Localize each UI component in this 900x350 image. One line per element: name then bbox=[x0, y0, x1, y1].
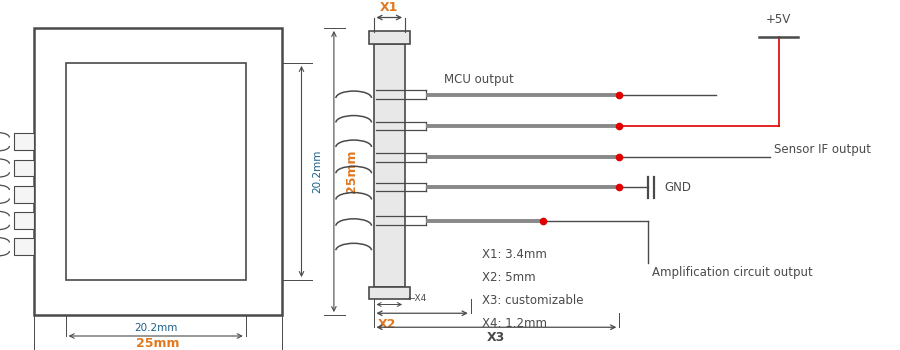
Text: GND: GND bbox=[664, 181, 691, 194]
Text: 20.2mm: 20.2mm bbox=[312, 150, 322, 193]
Text: +5V: +5V bbox=[766, 13, 791, 26]
Text: Amplification circuit output: Amplification circuit output bbox=[652, 266, 814, 279]
Text: X4: 1.2mm: X4: 1.2mm bbox=[482, 317, 546, 330]
Text: X1: X1 bbox=[380, 1, 399, 14]
Text: X2: X2 bbox=[378, 318, 396, 331]
Text: X3: X3 bbox=[487, 331, 506, 344]
Bar bbox=[369, 287, 410, 299]
Text: 25mm: 25mm bbox=[345, 150, 357, 193]
Text: 20.2mm: 20.2mm bbox=[134, 323, 177, 333]
Text: X3: customizable: X3: customizable bbox=[482, 294, 583, 307]
Text: ←X4: ←X4 bbox=[408, 294, 427, 303]
Text: MCU output: MCU output bbox=[444, 73, 513, 86]
Text: X2: 5mm: X2: 5mm bbox=[482, 271, 536, 284]
Text: 25mm: 25mm bbox=[136, 337, 180, 350]
Bar bbox=[374, 44, 405, 287]
Bar bbox=[14, 186, 34, 203]
Text: Sensor IF output: Sensor IF output bbox=[774, 143, 871, 156]
Bar bbox=[14, 133, 34, 150]
Bar bbox=[14, 212, 34, 229]
Bar bbox=[369, 32, 410, 44]
Bar bbox=[66, 63, 246, 280]
Text: X1: 3.4mm: X1: 3.4mm bbox=[482, 248, 546, 261]
Bar bbox=[34, 28, 282, 315]
Bar bbox=[14, 160, 34, 176]
Bar bbox=[14, 238, 34, 255]
